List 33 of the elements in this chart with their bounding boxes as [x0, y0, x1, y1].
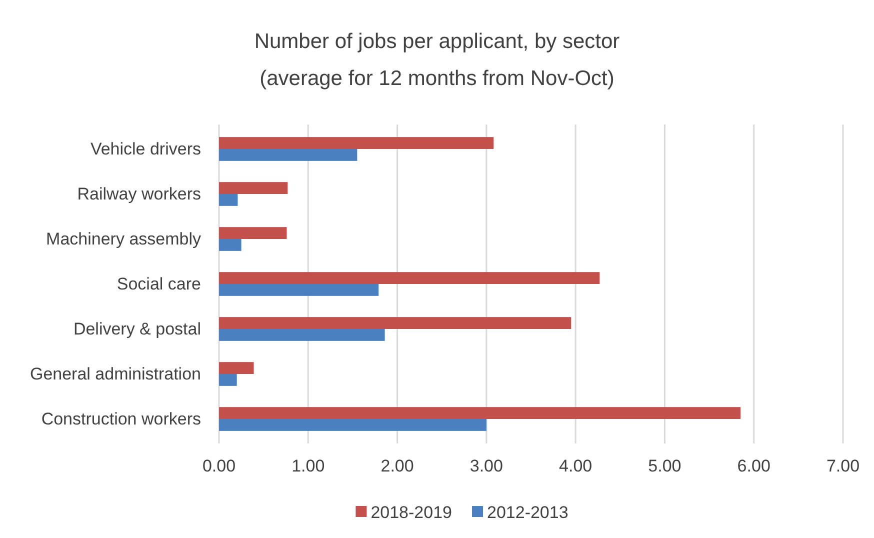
bar [219, 407, 740, 419]
x-tick-label: 6.00 [737, 456, 770, 476]
x-tick-label: 3.00 [470, 456, 503, 476]
x-tick-label: 2.00 [380, 456, 414, 476]
x-tick-label: 0.00 [202, 456, 236, 476]
bar [219, 362, 254, 374]
y-tick-label: Railway workers [77, 184, 201, 204]
y-tick-label: Delivery & postal [73, 319, 201, 338]
bar [219, 284, 379, 296]
bar [219, 149, 358, 161]
bar [219, 194, 238, 206]
bar [219, 227, 287, 239]
bar [219, 374, 237, 386]
y-tick-label: Construction workers [41, 409, 201, 428]
x-tick-label: 4.00 [559, 456, 592, 476]
bar [219, 137, 494, 149]
y-tick-label: Social care [116, 274, 201, 294]
y-tick-label: Vehicle drivers [90, 139, 201, 158]
bar [219, 317, 572, 329]
bar [219, 272, 600, 284]
y-tick-label: Machinery assembly [46, 229, 202, 248]
x-tick-label: 5.00 [648, 456, 682, 476]
bar [219, 329, 385, 341]
legend-label: 2012-2013 [487, 502, 568, 522]
x-tick-label: 1.00 [292, 456, 325, 476]
y-tick-label: General administration [30, 364, 201, 384]
bar [219, 419, 486, 431]
bar [219, 239, 242, 251]
chart-subtitle: (average for 12 months from Nov-Oct) [260, 67, 614, 90]
legend-label: 2018-2019 [370, 502, 452, 522]
x-tick-label: 7.00 [826, 456, 860, 476]
chart-title: Number of jobs per applicant, by sector [254, 30, 620, 53]
bar [219, 182, 288, 194]
